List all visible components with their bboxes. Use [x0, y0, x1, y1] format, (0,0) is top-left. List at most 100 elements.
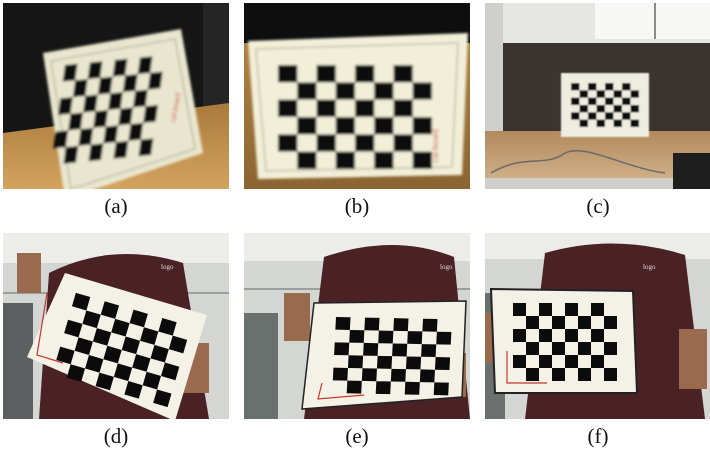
board-square — [316, 134, 336, 152]
panel-b: cal-board (b) — [244, 3, 470, 231]
board-square — [92, 328, 112, 346]
board-square — [150, 344, 169, 363]
board-square — [412, 151, 432, 169]
board-square — [526, 368, 539, 381]
board-square — [390, 368, 406, 382]
board-square — [349, 329, 365, 343]
photo-a-image: cal-board — [3, 3, 229, 189]
board-square — [71, 292, 91, 311]
board-square — [132, 354, 151, 372]
board-square — [346, 380, 362, 394]
board-square — [604, 316, 617, 329]
caption-b: (b) — [344, 194, 370, 218]
board-square — [72, 79, 88, 98]
board-square — [407, 331, 423, 345]
board-square — [74, 337, 93, 356]
photo-e: logo — [244, 233, 470, 419]
photo-e-image: logo — [244, 233, 470, 419]
board-square — [316, 99, 336, 117]
caption-e: (e) — [345, 424, 369, 448]
board-square — [363, 342, 379, 356]
board-square — [335, 317, 351, 330]
board-square — [613, 119, 622, 127]
board-square — [630, 105, 639, 113]
svg-text:logo: logo — [161, 263, 174, 271]
board-square — [605, 83, 614, 91]
checkerboard-a — [53, 56, 163, 164]
board-square — [97, 76, 113, 95]
svg-text:logo: logo — [440, 263, 453, 271]
board-square — [121, 336, 141, 355]
caption-d: (d) — [103, 424, 129, 448]
panel-c: (c) — [485, 3, 710, 231]
board-square — [87, 61, 103, 80]
board-square — [393, 134, 413, 152]
board-square — [355, 99, 375, 117]
board-square — [113, 363, 133, 382]
board-square — [56, 346, 75, 365]
board-square — [596, 105, 605, 113]
board-square — [140, 327, 159, 345]
photo-b: cal-board — [244, 3, 470, 189]
board-square — [62, 63, 78, 82]
board-square — [591, 303, 604, 316]
board-square — [355, 65, 375, 83]
board-square — [622, 97, 631, 105]
board-square — [565, 355, 578, 368]
board-square — [578, 316, 591, 329]
board-square — [334, 342, 350, 356]
board-square — [393, 99, 413, 117]
board-square — [95, 372, 114, 391]
board-square — [66, 364, 86, 382]
board-square — [376, 355, 393, 369]
board-square — [422, 318, 438, 332]
board-square — [153, 389, 172, 408]
board-square — [405, 356, 422, 370]
board-square — [539, 303, 552, 316]
board-square — [137, 56, 153, 75]
board-square — [122, 74, 138, 93]
board-square — [128, 122, 144, 141]
board-square — [571, 83, 580, 91]
board-square — [421, 344, 437, 358]
board-square — [118, 107, 133, 126]
board-square — [412, 117, 432, 135]
board-square — [142, 371, 162, 390]
board-square — [539, 329, 552, 342]
board-square — [578, 368, 591, 381]
board-square — [605, 112, 614, 120]
board-square — [82, 310, 101, 329]
board-square — [297, 151, 317, 169]
caption-f: (f) — [587, 424, 609, 448]
board-square — [526, 316, 539, 329]
board-square — [335, 82, 355, 100]
board-square — [364, 317, 380, 331]
board-square — [622, 112, 631, 120]
board-square — [552, 368, 565, 381]
board-square — [316, 65, 336, 83]
board-square — [578, 342, 591, 355]
board-square — [335, 117, 355, 135]
panel-e: logo (e) — [244, 233, 470, 461]
board-square — [613, 90, 622, 98]
panel-f: logo (f) — [485, 233, 710, 461]
panel-d: logo (d) — [3, 233, 229, 461]
board-square — [133, 89, 148, 108]
board-square — [100, 301, 120, 319]
checkerboard-b — [278, 65, 432, 169]
photo-d: logo — [3, 233, 229, 419]
board-square — [64, 319, 83, 338]
board-square — [596, 90, 605, 98]
svg-text:cal-board: cal-board — [430, 129, 440, 163]
photo-a: cal-board — [3, 3, 229, 189]
photo-f: logo — [485, 233, 710, 419]
board-square — [539, 355, 552, 368]
board-square — [604, 368, 617, 381]
board-square — [412, 82, 432, 100]
checkerboard-f — [513, 303, 617, 381]
caption-a: (a) — [104, 194, 128, 218]
svg-text:logo: logo — [643, 263, 656, 271]
board-square — [378, 330, 394, 344]
board-square — [108, 92, 123, 110]
board-square — [433, 382, 449, 396]
